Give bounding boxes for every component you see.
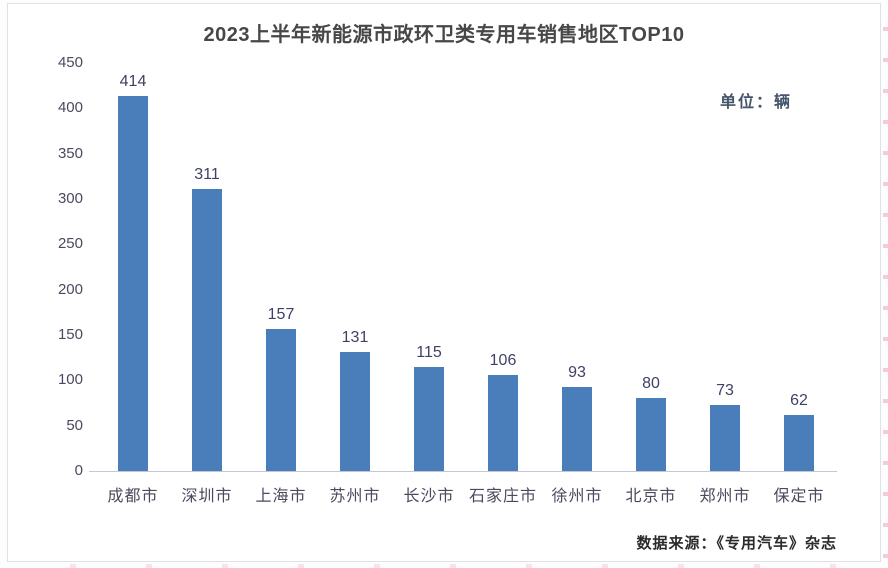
y-axis-tick: 400 <box>57 99 83 117</box>
bar-value-label: 414 <box>119 72 147 90</box>
bar <box>636 398 666 471</box>
bar-value-label: 115 <box>416 343 442 361</box>
bar <box>118 95 148 471</box>
bar-column: 131 <box>318 329 392 471</box>
x-axis-category-label: 石家庄市 <box>468 488 537 505</box>
y-axis-tick: 250 <box>57 235 83 253</box>
bar <box>414 366 444 471</box>
bar-column: 414 <box>96 73 170 471</box>
source-label: 数据来源：《专用汽车》杂志 <box>636 535 837 552</box>
bar-column: 115 <box>392 344 466 471</box>
bar-value-label: 73 <box>716 381 734 399</box>
bottom-edge-marks <box>0 564 888 568</box>
plot-area: 414 311 157 131 115 106 93 80 73 62 <box>96 63 836 471</box>
y-axis-tick: 450 <box>57 54 83 71</box>
y-axis-tick: 300 <box>57 190 83 207</box>
y-axis-tick: 350 <box>57 144 83 162</box>
bar-value-label: 106 <box>489 351 517 369</box>
bar-value-label: 80 <box>642 375 660 393</box>
y-axis-tick: 200 <box>57 280 83 298</box>
x-axis-category-label: 徐州市 <box>551 488 603 505</box>
y-axis: 0 50 100 150 200 250 300 350 400 450 <box>33 54 83 479</box>
y-axis-tick: 0 <box>74 462 83 479</box>
x-axis-line <box>89 471 837 472</box>
bar-value-label: 62 <box>790 391 808 409</box>
x-axis-category-label: 苏州市 <box>329 488 381 505</box>
bar-column: 80 <box>614 375 688 471</box>
x-axis-category-label: 上海市 <box>255 488 307 505</box>
bar <box>784 414 814 471</box>
y-axis-tick: 150 <box>57 326 83 343</box>
bar-column: 93 <box>540 364 614 471</box>
bar <box>562 386 592 471</box>
bar-value-label: 157 <box>267 305 295 323</box>
chart-card: 2023上半年新能源市政环卫类专用车销售地区TOP10 单位：辆 0 50 100 1… <box>7 3 881 562</box>
x-axis-category-label: 北京市 <box>625 488 677 505</box>
bar-column: 106 <box>466 352 540 471</box>
chart-title: 2023上半年新能源市政环卫类专用车销售地区TOP10 <box>203 24 685 46</box>
bar <box>488 374 518 471</box>
y-axis-tick: 50 <box>66 416 83 434</box>
bar-column: 62 <box>762 392 836 471</box>
x-axis-labels: 成都市 深圳市 上海市 苏州市 长沙市 石家庄市 徐州市 北京市 郑州市 保定市 <box>96 482 836 506</box>
bar-value-label: 311 <box>194 166 220 184</box>
unit-label: 单位：辆 <box>719 94 792 111</box>
bar <box>192 189 222 471</box>
bar-column: 73 <box>688 382 762 471</box>
x-axis-category-label: 成都市 <box>107 488 159 505</box>
x-axis-category-label: 保定市 <box>773 488 825 505</box>
bar <box>266 328 296 471</box>
bar-value-label: 131 <box>341 329 369 347</box>
x-axis-category-label: 深圳市 <box>181 488 233 505</box>
bar-value-label: 93 <box>568 363 586 381</box>
bar <box>710 404 740 471</box>
bar-column: 157 <box>244 306 318 471</box>
bar-column: 311 <box>170 166 244 471</box>
y-axis-tick: 100 <box>57 371 83 389</box>
bar <box>340 352 370 471</box>
right-edge-marks <box>883 0 888 568</box>
x-axis-category-label: 长沙市 <box>403 488 455 505</box>
x-axis-category-label: 郑州市 <box>699 488 751 505</box>
